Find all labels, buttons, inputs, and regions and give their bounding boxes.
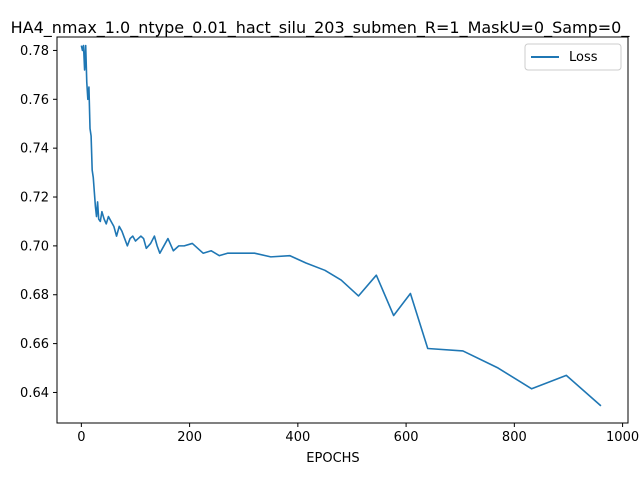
x-tick-label: 1000 [606,430,639,445]
x-tick-label: 200 [177,430,202,445]
plot-area: 0 200 400 600 800 1000 0.640.660.680.700.720.… [20,36,639,445]
y-tick-label: 0.72 [20,191,49,206]
y-tick-label: 0.76 [20,93,49,108]
y-tick-label: 0.78 [20,44,49,59]
plot-frame [56,36,629,424]
series-line-loss [80,44,602,407]
y-tick-label: 0.66 [20,337,49,352]
chart-title: HA4_nmax_1.0_ntype_0.01_hact_silu_203_su… [11,18,631,38]
y-tick-label: 0.64 [20,386,49,401]
x-tick-label: 800 [502,430,527,445]
x-tick-label: 400 [285,430,310,445]
legend: Loss [524,43,622,71]
y-tick-label: 0.74 [20,142,49,157]
y-axis-ticks: 0.64 0.66 0.68 0.70 0.72 0.74 0.76 0.78 [20,44,57,401]
x-axis-ticks: 0 200 400 600 800 1000 [77,423,639,445]
y-tick-label: 0.70 [20,239,49,254]
legend-label-loss: Loss [569,50,598,65]
series-layer [80,44,602,407]
x-tick-label: 0 [77,430,85,445]
x-tick-label: 600 [394,430,419,445]
legend-box [524,43,622,71]
x-axis-label: EPOCHS [306,451,359,466]
y-tick-label: 0.68 [20,288,49,303]
